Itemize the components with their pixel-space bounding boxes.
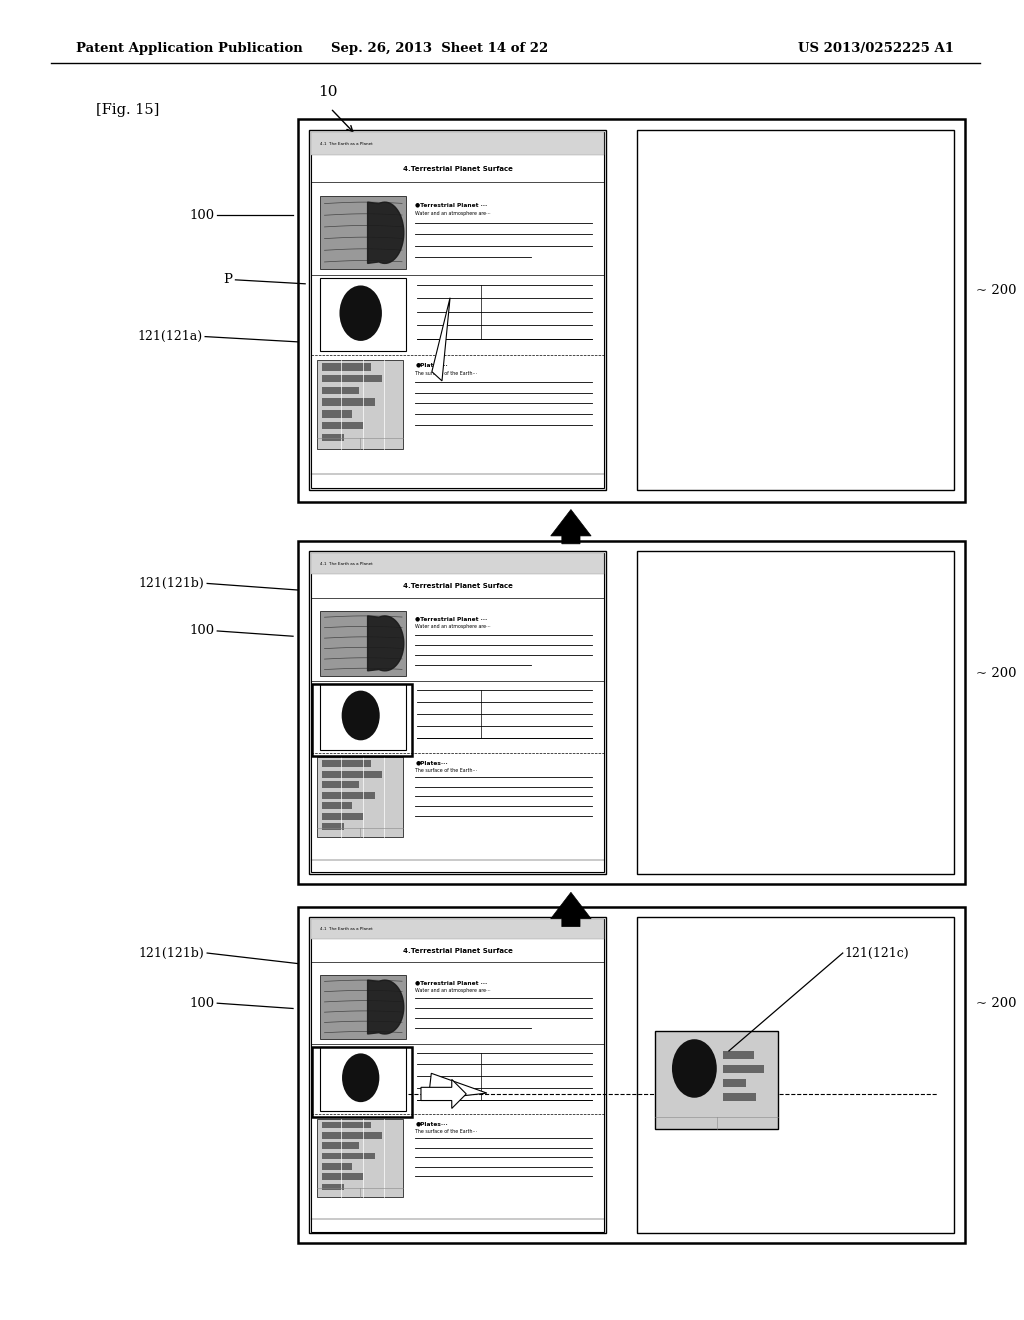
Bar (322, 422, 364, 429)
Bar (723, 1065, 764, 1073)
Text: ●Plates···: ●Plates··· (415, 363, 447, 368)
Bar (321, 975, 407, 1039)
Bar (298, 907, 965, 1243)
Polygon shape (368, 202, 403, 264)
Polygon shape (421, 1080, 466, 1109)
Circle shape (342, 1053, 379, 1102)
Bar (322, 399, 375, 407)
Bar (322, 1122, 371, 1129)
Text: 100: 100 (189, 624, 214, 638)
Text: 4-1  The Earth as a Planet: 4-1 The Earth as a Planet (321, 927, 373, 931)
Bar (723, 1093, 757, 1101)
Text: The surface of the Earth···: The surface of the Earth··· (415, 371, 477, 376)
Bar (312, 684, 412, 756)
Text: Water and an atmosphere are···: Water and an atmosphere are··· (415, 211, 490, 216)
Bar (637, 131, 954, 490)
Text: 100: 100 (189, 997, 214, 1010)
Bar (322, 1142, 359, 1148)
Bar (312, 1047, 412, 1118)
Bar (321, 1047, 407, 1111)
Text: Water and an atmosphere are···: Water and an atmosphere are··· (415, 624, 490, 630)
Bar (317, 758, 403, 837)
Bar (322, 803, 352, 809)
Bar (311, 919, 603, 1232)
Text: The surface of the Earth···: The surface of the Earth··· (415, 768, 477, 772)
Circle shape (340, 285, 382, 341)
Text: 121(121b): 121(121b) (138, 946, 204, 960)
Bar (322, 792, 375, 799)
Polygon shape (368, 616, 403, 671)
Text: The surface of the Earth···: The surface of the Earth··· (415, 1129, 477, 1134)
Text: US 2013/0252225 A1: US 2013/0252225 A1 (799, 42, 954, 55)
Text: 4.Terrestrial Planet Surface: 4.Terrestrial Planet Surface (402, 583, 512, 589)
Bar (309, 552, 605, 874)
Text: 4.Terrestrial Planet Surface: 4.Terrestrial Planet Surface (402, 948, 512, 954)
Bar (311, 553, 603, 873)
Text: 121(121a): 121(121a) (137, 330, 202, 343)
Text: ~ 200: ~ 200 (976, 667, 1017, 680)
Bar (309, 917, 605, 1233)
Text: Patent Application Publication: Patent Application Publication (76, 42, 302, 55)
Bar (655, 1031, 778, 1129)
Polygon shape (551, 510, 591, 544)
Text: ●Plates···: ●Plates··· (415, 760, 447, 766)
Text: ~ 200: ~ 200 (976, 284, 1017, 297)
Text: 100: 100 (189, 209, 214, 222)
Bar (637, 552, 954, 874)
Bar (322, 771, 382, 777)
Bar (317, 360, 403, 449)
Text: Water and an atmosphere are···: Water and an atmosphere are··· (415, 989, 490, 993)
Text: ●Terrestrial Planet ···: ●Terrestrial Planet ··· (415, 981, 487, 985)
Bar (322, 1184, 344, 1191)
Bar (298, 119, 965, 502)
Bar (322, 760, 371, 767)
Circle shape (672, 1039, 717, 1098)
Bar (322, 1163, 352, 1170)
Bar (311, 919, 603, 939)
Text: 121(121c): 121(121c) (845, 946, 909, 960)
Text: 4-1  The Earth as a Planet: 4-1 The Earth as a Planet (321, 141, 373, 145)
Bar (322, 824, 344, 830)
Bar (321, 611, 407, 676)
Bar (637, 917, 954, 1233)
Bar (298, 541, 965, 884)
Bar (317, 1119, 403, 1197)
Text: 4-1  The Earth as a Planet: 4-1 The Earth as a Planet (321, 561, 373, 565)
Bar (321, 684, 407, 750)
Bar (322, 1133, 382, 1139)
Polygon shape (428, 1073, 486, 1100)
Text: ●Plates···: ●Plates··· (415, 1122, 447, 1126)
Text: ●Terrestrial Planet ···: ●Terrestrial Planet ··· (415, 202, 487, 207)
Bar (322, 813, 364, 820)
Bar (723, 1080, 746, 1088)
Polygon shape (551, 892, 591, 927)
Bar (309, 131, 605, 490)
Bar (322, 1173, 364, 1180)
Polygon shape (368, 981, 403, 1034)
Text: 4.Terrestrial Planet Surface: 4.Terrestrial Planet Surface (402, 166, 512, 172)
Text: 121(121b): 121(121b) (138, 577, 204, 590)
Bar (322, 781, 359, 788)
Text: Sep. 26, 2013  Sheet 14 of 22: Sep. 26, 2013 Sheet 14 of 22 (331, 42, 548, 55)
Text: ~ 200: ~ 200 (976, 997, 1017, 1010)
Text: [Fig. 15]: [Fig. 15] (96, 103, 160, 117)
Text: 10: 10 (318, 84, 338, 99)
Circle shape (342, 690, 380, 741)
Bar (322, 411, 352, 417)
Bar (321, 197, 407, 269)
Text: P: P (223, 273, 232, 286)
Bar (321, 279, 407, 351)
Bar (322, 363, 371, 371)
Text: ●Terrestrial Planet ···: ●Terrestrial Planet ··· (415, 616, 487, 622)
Bar (322, 434, 344, 441)
Bar (322, 1152, 375, 1159)
Bar (322, 387, 359, 395)
Bar (311, 553, 603, 574)
Bar (723, 1051, 754, 1059)
Bar (322, 375, 382, 383)
Bar (311, 132, 603, 488)
Polygon shape (432, 298, 451, 381)
Bar (311, 132, 603, 156)
